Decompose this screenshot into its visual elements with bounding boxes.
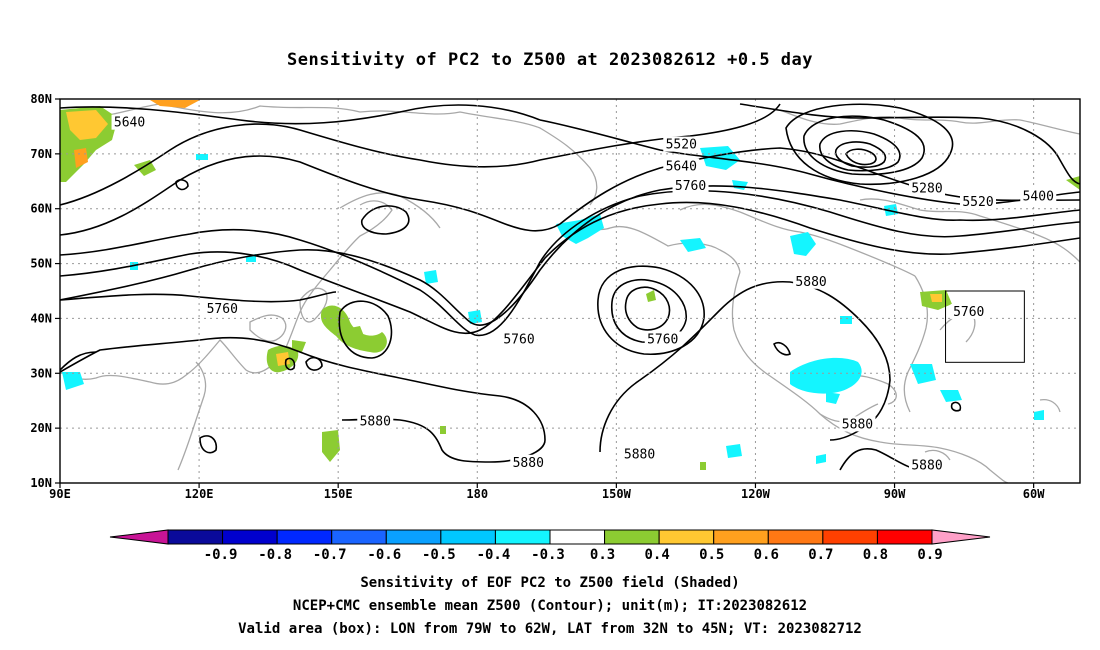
colorbar-swatch: [822, 529, 878, 545]
colorbar-swatch: [276, 529, 333, 545]
contour-label-bg: [663, 136, 700, 152]
graticule: [60, 99, 1080, 483]
colorbar-label: -0.7: [313, 547, 347, 563]
contour-label-bg: [111, 114, 148, 130]
contour-label-bg: [960, 194, 996, 210]
contour-label-bg: [357, 413, 394, 429]
colorbar-label: -0.3: [531, 547, 565, 563]
caption-valid-area: Valid area (box): LON from 79W to 62W, L…: [238, 621, 862, 637]
colorbar-label: 0.6: [754, 547, 779, 563]
z500-contours: [60, 103, 1080, 471]
colorbar-swatch: [331, 529, 387, 545]
contour-label: 5760: [953, 305, 984, 320]
contour-label: 5880: [624, 448, 655, 463]
lon-tick-label: 150W: [602, 487, 632, 501]
valid-area-box: [945, 290, 1025, 363]
contour-label: 5760: [207, 302, 238, 317]
colorbar-label: -0.4: [477, 547, 511, 563]
caption-contour: NCEP+CMC ensemble mean Z500 (Contour); u…: [292, 598, 808, 614]
contour-label-bg: [909, 457, 945, 473]
contour-label: 5880: [360, 415, 391, 430]
colorbar-label: -0.8: [258, 547, 292, 563]
colorbar-label: 0.3: [590, 547, 615, 563]
colorbar-swatch: [767, 529, 824, 545]
lon-tick-label: 150E: [324, 487, 353, 501]
map-title: Sensitivity of PC2 to Z500 at 2023082612…: [286, 50, 813, 70]
sensitivity-map: 5640 5520 5640 5760 5280 5400 5520 5760 5760 5760…: [30, 92, 1081, 563]
colorbar-label: 0.5: [699, 547, 724, 563]
coastlines: [60, 103, 1080, 483]
colorbar-swatch: [876, 529, 933, 545]
contour-label: 5880: [795, 275, 826, 290]
colorbar-swatch: [494, 529, 551, 545]
colorbar-swatch: [549, 529, 606, 545]
contour-label: 5760: [503, 332, 534, 347]
lon-tick-label: 60W: [1023, 487, 1045, 501]
contour-label: 5760: [675, 179, 706, 194]
colorbar-swatch: [658, 529, 715, 545]
colorbar-label: 0.9: [917, 547, 942, 563]
lat-tick-label: 20N: [30, 421, 52, 435]
colorbar-under-triangle: [109, 529, 169, 545]
colorbar-swatch: [385, 529, 442, 545]
contour-label-bg: [621, 446, 658, 462]
contour-label: 5520: [666, 138, 697, 153]
contour-label-bg: [672, 177, 709, 193]
colorbar-label: 0.7: [808, 547, 833, 563]
colorbar-label: -0.9: [204, 547, 238, 563]
contour-label-bg: [793, 273, 830, 289]
colorbar-label: -0.5: [422, 547, 456, 563]
contour-label: 5640: [114, 116, 145, 131]
lon-tick-label: 120E: [185, 487, 214, 501]
contour-label-bg: [501, 331, 537, 347]
colorbar: -0.9 -0.8 -0.7 -0.6 -0.5 -0.4 -0.3 0.3 0.4 0.5 0.6…: [109, 529, 991, 563]
contour-label: 5520: [962, 195, 993, 210]
lat-tick-label: 10N: [30, 476, 52, 490]
contour-label-bg: [909, 180, 945, 196]
contour-label-bg: [1020, 188, 1057, 204]
contour-label-bg: [839, 416, 876, 432]
contour-label-bg: [204, 301, 241, 317]
lat-tick-label: 30N: [30, 366, 52, 380]
lat-tick-label: 70N: [30, 147, 52, 161]
lon-tick-label: 180: [466, 487, 488, 501]
lat-tick-label: 60N: [30, 202, 52, 216]
contour-label: 5880: [842, 417, 873, 432]
caption-shading: Sensitivity of EOF PC2 to Z500 field (Sh…: [360, 575, 740, 591]
colorbar-swatch: [440, 529, 496, 545]
lat-tick-label: 80N: [30, 92, 52, 106]
colorbar-label: -0.6: [367, 547, 401, 563]
colorbar-swatch: [713, 529, 769, 545]
lat-tick-label: 50N: [30, 257, 52, 271]
contour-label: 5880: [911, 459, 942, 474]
contour-label: 5760: [647, 332, 678, 347]
contour-label: 5640: [666, 160, 697, 175]
colorbar-swatch: [604, 529, 660, 545]
contour-label-bg: [644, 331, 681, 347]
contour-label: 5400: [1023, 190, 1054, 205]
sensitivity-shading: [60, 100, 1080, 470]
colorbar-swatch: [167, 529, 224, 545]
contour-label-bg: [510, 454, 547, 470]
contour-labels: 5640 5520 5640 5760 5280 5400 5520 5760 5760 5760…: [111, 114, 1057, 474]
colorbar-swatch: [222, 529, 278, 545]
plot-frame: [59, 98, 1081, 484]
lon-tick-label: 90E: [49, 487, 71, 501]
lon-tick-label: 90W: [884, 487, 906, 501]
contour-label: 5280: [911, 182, 942, 197]
colorbar-label: 0.4: [644, 547, 669, 563]
contour-label: 5880: [513, 456, 544, 471]
colorbar-over-triangle: [931, 529, 991, 545]
colorbar-label: 0.8: [863, 547, 888, 563]
lat-tick-label: 40N: [30, 311, 52, 325]
contour-label-bg: [950, 303, 987, 319]
contour-label-bg: [663, 158, 700, 174]
lon-tick-label: 120W: [741, 487, 771, 501]
